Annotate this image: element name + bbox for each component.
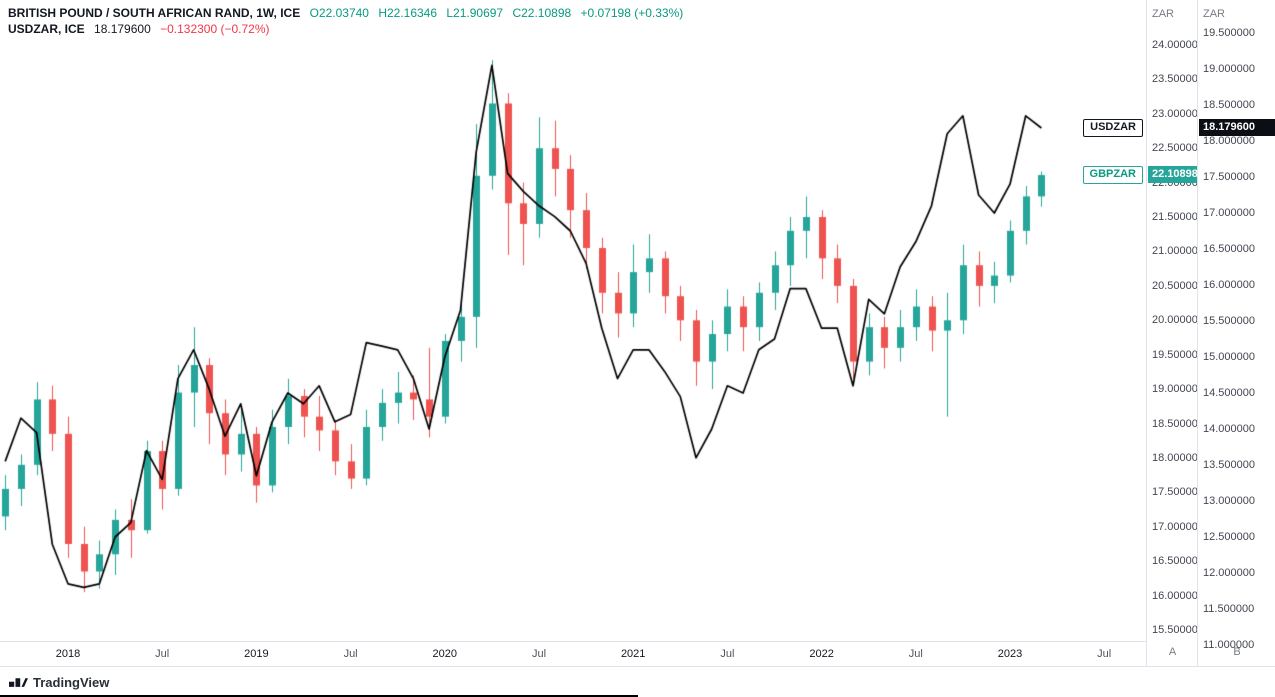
- price-tick-label: 15.000000: [1203, 351, 1255, 363]
- legend-symbol-row[interactable]: BRITISH POUND / SOUTH AFRICAN RAND, 1W, …: [8, 5, 683, 21]
- price-axis-gbpzar[interactable]: ZAR 22.10898 A 24.00000 23.50000 23.00000 2…: [1146, 0, 1198, 666]
- overlay-title: USDZAR, ICE: [8, 22, 85, 36]
- tradingview-logo-icon: [9, 676, 28, 690]
- chart-legend: BRITISH POUND / SOUTH AFRICAN RAND, 1W, …: [8, 5, 683, 37]
- price-tick-label: 16.000000: [1203, 279, 1255, 291]
- price-tick-label: 16.00000: [1152, 589, 1198, 602]
- price-tick-label: 22.50000: [1152, 142, 1198, 155]
- time-axis[interactable]: 2018 Jul 2019 Jul 2020 Jul 2021 Jul 2022 Jul 2023 J…: [0, 641, 1146, 667]
- overlay-value: 18.179600: [94, 22, 151, 36]
- price-chart-canvas[interactable]: [0, 0, 1146, 641]
- price-tick-label: 11.000000: [1203, 639, 1255, 651]
- time-tick-label: Jul: [155, 648, 170, 660]
- price-tick-label: 13.000000: [1203, 495, 1255, 507]
- price-tick-label: 17.00000: [1152, 520, 1198, 533]
- price-tick-label: 17.50000: [1152, 486, 1198, 499]
- usdzar-price-badge: 18.179600: [1199, 119, 1275, 137]
- gbpzar-series-label: GBPZAR: [1082, 166, 1143, 185]
- usdzar-series-label: USDZAR: [1083, 119, 1143, 138]
- price-tick-label: 24.00000: [1152, 39, 1198, 51]
- price-tick-label: 12.000000: [1203, 567, 1255, 579]
- time-tick-label: Jul: [531, 648, 547, 660]
- price-tick-label: 19.000000: [1203, 63, 1255, 75]
- price-tick-label: 20.00000: [1152, 314, 1198, 327]
- price-tick-label: 16.50000: [1152, 555, 1198, 568]
- price-tick-label: 21.50000: [1152, 211, 1198, 224]
- tradingview-wordmark: TradingView: [33, 675, 110, 690]
- price-scale-a-button[interactable]: A: [1168, 646, 1177, 658]
- usdzar-axis-currency-label: ZAR: [1203, 8, 1225, 20]
- bottom-edge-bar: [0, 695, 638, 697]
- price-axis-usdzar[interactable]: ZAR 18.179600 B 19.500000 19.000000 18.500…: [1197, 0, 1275, 666]
- ohlc-high: H22.16346: [378, 6, 438, 20]
- price-tick-label: 13.500000: [1203, 459, 1255, 471]
- price-tick-label: 18.00000: [1152, 451, 1198, 464]
- chart-plot-area[interactable]: BRITISH POUND / SOUTH AFRICAN RAND, 1W, …: [0, 0, 1146, 641]
- price-tick-label: 15.50000: [1152, 624, 1198, 636]
- tradingview-brand-link[interactable]: TradingView: [9, 675, 109, 690]
- price-tick-label: 17.500000: [1203, 171, 1255, 183]
- legend-overlay-row[interactable]: USDZAR, ICE 18.179600 −0.132300 (−0.72%): [8, 21, 683, 37]
- time-tick-label: 2020: [432, 648, 458, 660]
- price-tick-label: 16.500000: [1203, 243, 1255, 255]
- ohlc-open: O22.03740: [309, 6, 369, 20]
- price-tick-label: 18.500000: [1203, 99, 1255, 111]
- time-tick-label: 2019: [244, 648, 269, 660]
- time-tick-label: 2021: [620, 648, 646, 660]
- price-tick-label: 14.500000: [1203, 387, 1255, 399]
- price-tick-label: 19.500000: [1203, 27, 1255, 39]
- ohlc-low: L21.90697: [446, 6, 504, 20]
- price-tick-label: 23.00000: [1152, 107, 1198, 120]
- footer-bar: TradingView: [0, 666, 1275, 697]
- overlay-change: −0.132300 (−0.72%): [160, 22, 270, 36]
- time-tick-label: 2022: [809, 648, 834, 660]
- gbpzar-axis-currency-label: ZAR: [1152, 8, 1174, 20]
- price-tick-label: 14.000000: [1203, 423, 1255, 435]
- symbol-title: BRITISH POUND / SOUTH AFRICAN RAND, 1W, …: [8, 6, 301, 20]
- price-scale-b-button[interactable]: B: [1233, 646, 1241, 658]
- time-tick-label: Jul: [720, 648, 735, 660]
- price-tick-label: 21.00000: [1152, 245, 1198, 258]
- symbol-change: +0.07198 (+0.33%): [580, 6, 684, 20]
- price-tick-label: 12.500000: [1203, 531, 1255, 543]
- price-tick-label: 18.50000: [1152, 417, 1198, 430]
- time-tick-label: 2023: [997, 648, 1023, 660]
- price-tick-label: 11.500000: [1203, 603, 1255, 615]
- gbpzar-price-badge: 22.10898: [1148, 166, 1198, 184]
- time-tick-label: 2018: [55, 648, 81, 660]
- price-tick-label: 18.000000: [1203, 135, 1255, 147]
- time-tick-label: Jul: [343, 648, 358, 660]
- price-tick-label: 17.000000: [1203, 207, 1255, 219]
- price-tick-label: 23.50000: [1152, 73, 1198, 86]
- price-tick-label: 19.50000: [1152, 348, 1198, 361]
- price-tick-label: 20.50000: [1152, 279, 1198, 292]
- time-tick-label: Jul: [908, 648, 923, 660]
- ohlc-close: C22.10898: [512, 6, 572, 20]
- price-tick-label: 15.500000: [1203, 315, 1255, 327]
- time-tick-label: Jul: [1097, 648, 1112, 660]
- price-tick-label: 19.00000: [1152, 383, 1198, 396]
